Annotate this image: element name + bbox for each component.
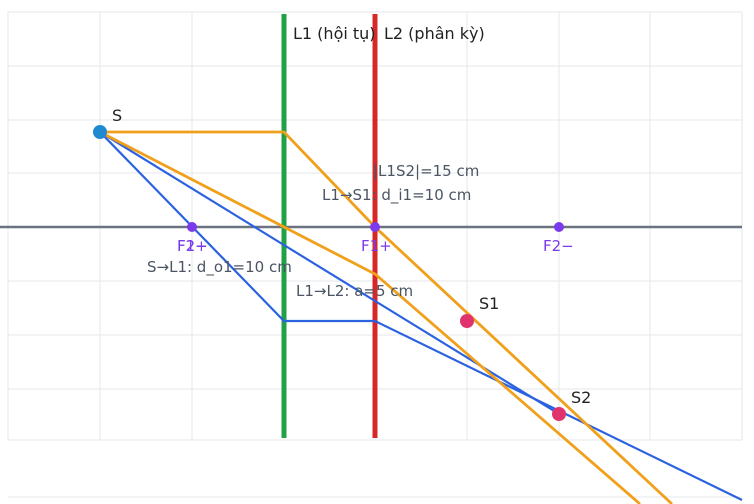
lens2-label: L2 (phân kỳ) [384, 24, 485, 43]
object-point-s [93, 125, 107, 139]
image-point-s1 [460, 314, 474, 328]
focal-point-f1-plus [370, 222, 380, 232]
f1-plus-label: F1+ [361, 237, 392, 255]
object-label: S [112, 106, 122, 125]
f1-minus-label: F1− [177, 237, 208, 255]
image-point-s2 [552, 407, 566, 421]
focal-point-f2-plus [187, 222, 197, 232]
focal-point-f2-minus [554, 222, 564, 232]
lens1-label: L1 (hội tụ) [293, 24, 376, 43]
ray-parallel [100, 130, 673, 504]
orange-rays [99, 130, 673, 504]
image1-label: S1 [479, 294, 499, 313]
f2-plus-label: F2+ [177, 237, 208, 255]
l1-l2-measure: L1→L2: a=5 cm [296, 282, 413, 300]
f2-minus-label: F2− [543, 237, 574, 255]
ray-central [99, 130, 641, 504]
l1s2-measure: |L1S2|=15 cm [373, 162, 479, 180]
s-l1-measure: S→L1: d_o1=10 cm [147, 258, 292, 277]
image2-label: S2 [571, 388, 591, 407]
l1-s1-measure: L1→S1: d_i1=10 cm [322, 186, 471, 205]
